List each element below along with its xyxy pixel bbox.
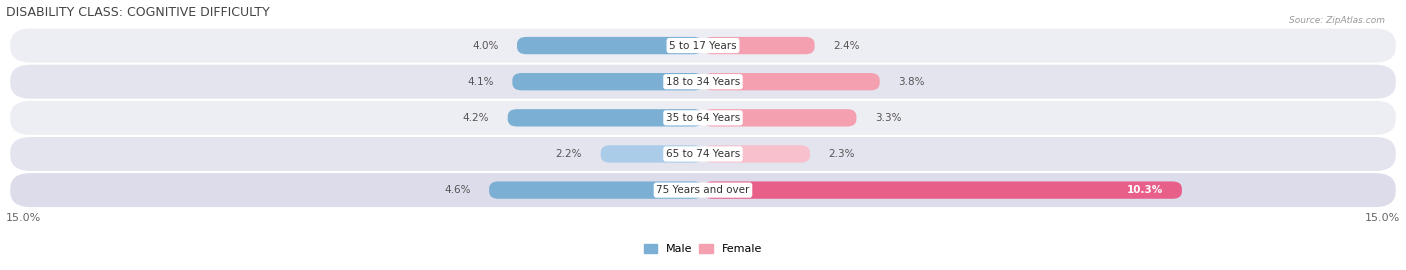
Text: 18 to 34 Years: 18 to 34 Years: [666, 77, 740, 87]
Text: 2.2%: 2.2%: [555, 149, 582, 159]
Text: 15.0%: 15.0%: [6, 212, 41, 222]
Legend: Male, Female: Male, Female: [640, 239, 766, 259]
FancyBboxPatch shape: [10, 173, 1396, 207]
FancyBboxPatch shape: [703, 109, 856, 127]
FancyBboxPatch shape: [600, 145, 703, 163]
Text: 4.0%: 4.0%: [472, 40, 498, 50]
FancyBboxPatch shape: [10, 65, 1396, 99]
Text: Source: ZipAtlas.com: Source: ZipAtlas.com: [1289, 16, 1385, 25]
Text: 35 to 64 Years: 35 to 64 Years: [666, 113, 740, 123]
Text: 5 to 17 Years: 5 to 17 Years: [669, 40, 737, 50]
Text: 2.3%: 2.3%: [828, 149, 855, 159]
Text: 4.6%: 4.6%: [444, 185, 471, 195]
Text: 65 to 74 Years: 65 to 74 Years: [666, 149, 740, 159]
Text: 15.0%: 15.0%: [1365, 212, 1400, 222]
Text: 3.8%: 3.8%: [898, 77, 925, 87]
Text: 10.3%: 10.3%: [1128, 185, 1163, 195]
FancyBboxPatch shape: [512, 73, 703, 90]
FancyBboxPatch shape: [10, 29, 1396, 63]
FancyBboxPatch shape: [508, 109, 703, 127]
Text: 2.4%: 2.4%: [834, 40, 859, 50]
Text: 4.1%: 4.1%: [467, 77, 494, 87]
Text: 4.2%: 4.2%: [463, 113, 489, 123]
FancyBboxPatch shape: [703, 37, 814, 54]
FancyBboxPatch shape: [489, 181, 703, 199]
Text: 75 Years and over: 75 Years and over: [657, 185, 749, 195]
Text: DISABILITY CLASS: COGNITIVE DIFFICULTY: DISABILITY CLASS: COGNITIVE DIFFICULTY: [6, 6, 270, 19]
FancyBboxPatch shape: [703, 73, 880, 90]
FancyBboxPatch shape: [10, 101, 1396, 135]
FancyBboxPatch shape: [703, 181, 1182, 199]
FancyBboxPatch shape: [703, 145, 810, 163]
FancyBboxPatch shape: [10, 137, 1396, 171]
Text: 3.3%: 3.3%: [875, 113, 901, 123]
FancyBboxPatch shape: [517, 37, 703, 54]
